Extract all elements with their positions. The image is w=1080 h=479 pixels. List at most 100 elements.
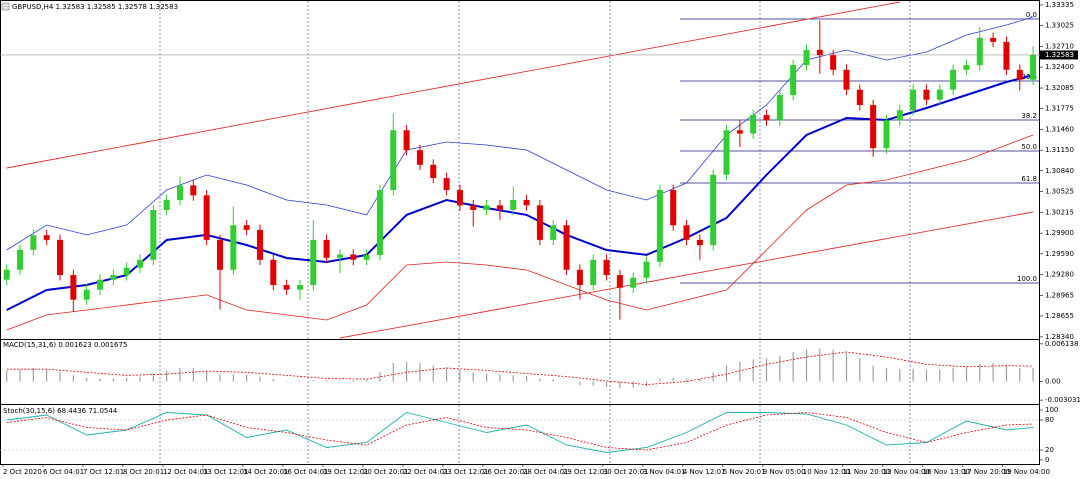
- candle-body: [390, 130, 397, 191]
- fib-label: 38.2: [1021, 112, 1037, 120]
- y-tick-label: 1.30840: [1045, 167, 1074, 175]
- y-tick-label: 1.33025: [1045, 22, 1074, 30]
- x-tick-label: 16 Oct 04:01: [283, 468, 329, 476]
- trendline: [339, 211, 1034, 339]
- candle-body: [763, 114, 770, 121]
- candle-body: [776, 95, 783, 121]
- candle-body: [790, 65, 797, 96]
- fib-label: 100.0: [1017, 275, 1037, 283]
- x-tick-label: 17 Nov 20:00: [963, 468, 1010, 476]
- y-tick-label: 1.31460: [1045, 126, 1074, 134]
- candle-body: [83, 289, 90, 300]
- candle-body: [430, 164, 437, 179]
- y-tick-label: 0: [1045, 456, 1049, 464]
- candle-body: [1030, 54, 1037, 80]
- macd-signal: [6, 351, 1034, 386]
- fib-label: 0.0: [1026, 11, 1037, 19]
- candle-body: [976, 37, 983, 66]
- x-tick-label: 12 Oct 04:01: [163, 468, 209, 476]
- stoch-signal: [6, 412, 1034, 451]
- y-tick-label: 1.33335: [1045, 1, 1074, 9]
- fib-label: 23.6: [1021, 73, 1037, 81]
- candle-body: [590, 259, 597, 286]
- candle-body: [243, 225, 250, 230]
- symbol-icon: [1, 2, 10, 11]
- candle-body: [256, 229, 263, 260]
- x-tick-label: 30 Oct 20:01: [603, 468, 649, 476]
- x-tick-label: 28 Oct 04:01: [523, 468, 569, 476]
- current-price-label: 1.32583: [1045, 51, 1074, 59]
- candle-body: [616, 275, 623, 288]
- candle-body: [350, 254, 357, 260]
- candle-body: [296, 285, 303, 290]
- candle-body: [816, 49, 823, 56]
- y-tick-label: 1.32400: [1045, 63, 1074, 71]
- x-tick-label: 19 Nov 04:00: [1003, 468, 1050, 476]
- candle-body: [576, 269, 583, 286]
- candle-body: [230, 225, 237, 270]
- candle-body: [736, 130, 743, 134]
- candle-body: [630, 277, 637, 288]
- macd-title: MACD(15,31,6) 0.001623 0.001675: [3, 341, 127, 349]
- y-tick-label: 100: [1045, 406, 1058, 414]
- candle-body: [443, 178, 450, 191]
- candle-body: [883, 120, 890, 149]
- candle-body: [710, 174, 717, 246]
- fib-label: 61.8: [1021, 175, 1037, 183]
- candle-body: [856, 89, 863, 105]
- candle-body: [376, 190, 383, 256]
- candle-body: [403, 130, 410, 151]
- x-tick-label: 14 Oct 20:01: [243, 468, 289, 476]
- chart-title: GBPUSD,H4 1.32583 1.32585 1.32578 1.3258…: [12, 3, 178, 11]
- x-tick-label: 13 Nov 04:00: [883, 468, 930, 476]
- stoch-main: [6, 412, 1034, 453]
- candle-body: [483, 205, 490, 210]
- candle-body: [123, 267, 130, 276]
- y-tick-label: -0.003031: [1045, 396, 1080, 404]
- trendline: [6, 1, 900, 169]
- candle-body: [830, 55, 837, 70]
- candle-body: [910, 89, 917, 111]
- candle-body: [723, 130, 730, 175]
- candle-body: [416, 150, 423, 165]
- candle-body: [190, 185, 197, 196]
- candle-body: [870, 104, 877, 149]
- y-tick-label: 1.28655: [1045, 312, 1074, 320]
- candle-body: [363, 255, 370, 260]
- x-tick-label: 8 Oct 20:01: [123, 468, 164, 476]
- x-tick-label: 23 Oct 12:01: [443, 468, 489, 476]
- candle-body: [603, 259, 610, 276]
- y-tick-label: 1.29280: [1045, 270, 1074, 278]
- x-tick-label: 22 Oct 04:01: [403, 468, 449, 476]
- indicator-line: [6, 134, 1034, 331]
- candle-body: [3, 269, 10, 280]
- y-tick-label: 1.28340: [1045, 333, 1074, 341]
- candle-body: [563, 225, 570, 270]
- candle-body: [656, 190, 663, 262]
- x-tick-label: 29 Oct 12:01: [563, 468, 609, 476]
- candle-body: [176, 185, 183, 200]
- candle-body: [43, 235, 50, 240]
- candle-body: [1003, 41, 1010, 70]
- candle-body: [936, 89, 943, 100]
- candle-body: [1016, 69, 1023, 80]
- candle-body: [470, 205, 477, 210]
- candle-body: [923, 89, 930, 100]
- candle-body: [803, 49, 810, 66]
- candle-body: [696, 239, 703, 246]
- candle-body: [57, 239, 64, 276]
- candle-body: [203, 195, 210, 240]
- y-tick-label: 0.006138: [1045, 340, 1078, 348]
- fib-label: 50.0: [1021, 143, 1037, 151]
- candle-body: [510, 199, 517, 210]
- candle-body: [990, 37, 997, 42]
- candle-body: [150, 209, 157, 260]
- y-tick-label: 1.32085: [1045, 84, 1074, 92]
- candle-body: [97, 279, 104, 290]
- candle-body: [643, 261, 650, 278]
- candle-body: [70, 275, 77, 300]
- candle-body: [110, 275, 117, 280]
- x-tick-label: 10 Nov 12:00: [803, 468, 850, 476]
- candle-body: [163, 199, 170, 210]
